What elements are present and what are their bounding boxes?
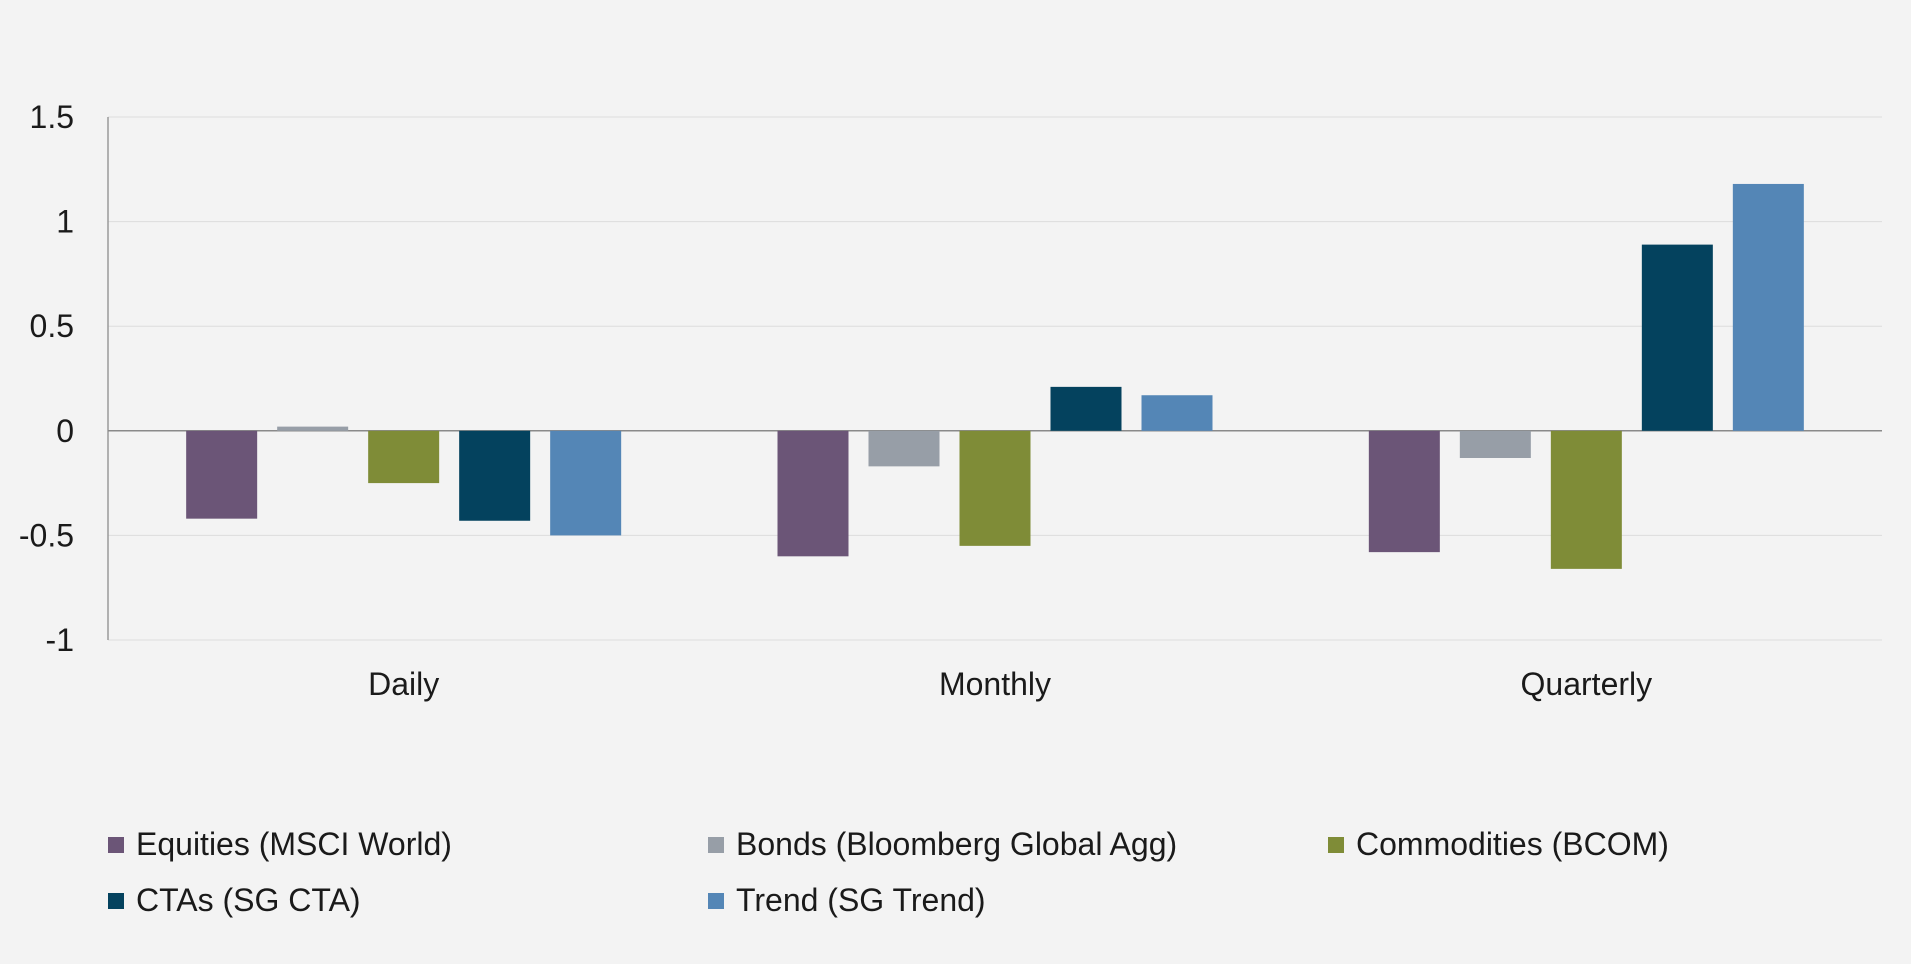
bar xyxy=(1141,395,1213,431)
legend-swatch xyxy=(108,836,124,853)
bar xyxy=(777,430,849,557)
bar xyxy=(1641,244,1713,431)
legend-label: Equities (MSCI World) xyxy=(136,826,452,862)
legend-item: Equities (MSCI World) xyxy=(108,826,452,863)
y-tick-label: -1 xyxy=(46,622,74,658)
legend-label: Bonds (Bloomberg Global Agg) xyxy=(736,826,1178,862)
legend-swatch xyxy=(108,892,124,909)
bar xyxy=(277,426,349,431)
y-tick-label: 0.5 xyxy=(30,308,74,344)
bar xyxy=(1550,430,1622,569)
legend-swatch xyxy=(708,892,724,909)
legend-swatch xyxy=(1328,836,1344,853)
bars xyxy=(186,183,1804,569)
legend-item: Commodities (BCOM) xyxy=(1328,826,1669,863)
y-tick-label: 1.5 xyxy=(30,99,74,135)
bar xyxy=(550,430,622,536)
x-category-label: Monthly xyxy=(939,666,1051,702)
x-category-label: Daily xyxy=(368,666,439,702)
bar xyxy=(868,430,940,467)
x-category-label: Quarterly xyxy=(1521,666,1653,702)
bar xyxy=(1368,430,1440,553)
bar xyxy=(1459,430,1531,458)
bar xyxy=(186,430,258,519)
y-tick-label: 1 xyxy=(56,204,74,240)
legend-swatch xyxy=(708,836,724,853)
legend-label: Commodities (BCOM) xyxy=(1356,826,1669,862)
legend-item: Bonds (Bloomberg Global Agg) xyxy=(708,826,1177,863)
legend-item: CTAs (SG CTA) xyxy=(108,882,361,919)
bar xyxy=(1050,386,1122,431)
bar xyxy=(959,430,1031,546)
y-tick-label: 0 xyxy=(56,413,74,449)
y-tick-label: -0.5 xyxy=(19,517,74,553)
legend-label: Trend (SG Trend) xyxy=(736,882,986,918)
legend-item: Trend (SG Trend) xyxy=(708,882,986,919)
bar xyxy=(368,430,440,484)
legend-label: CTAs (SG CTA) xyxy=(136,882,361,918)
bar xyxy=(459,430,531,521)
bar xyxy=(1732,183,1804,431)
labels: 1.5 1 0.5 0 -0.5 -1 Daily Monthly Quarterly xyxy=(19,99,1652,702)
legend: Equities (MSCI World) Bonds (Bloomberg Gl… xyxy=(108,826,1888,956)
